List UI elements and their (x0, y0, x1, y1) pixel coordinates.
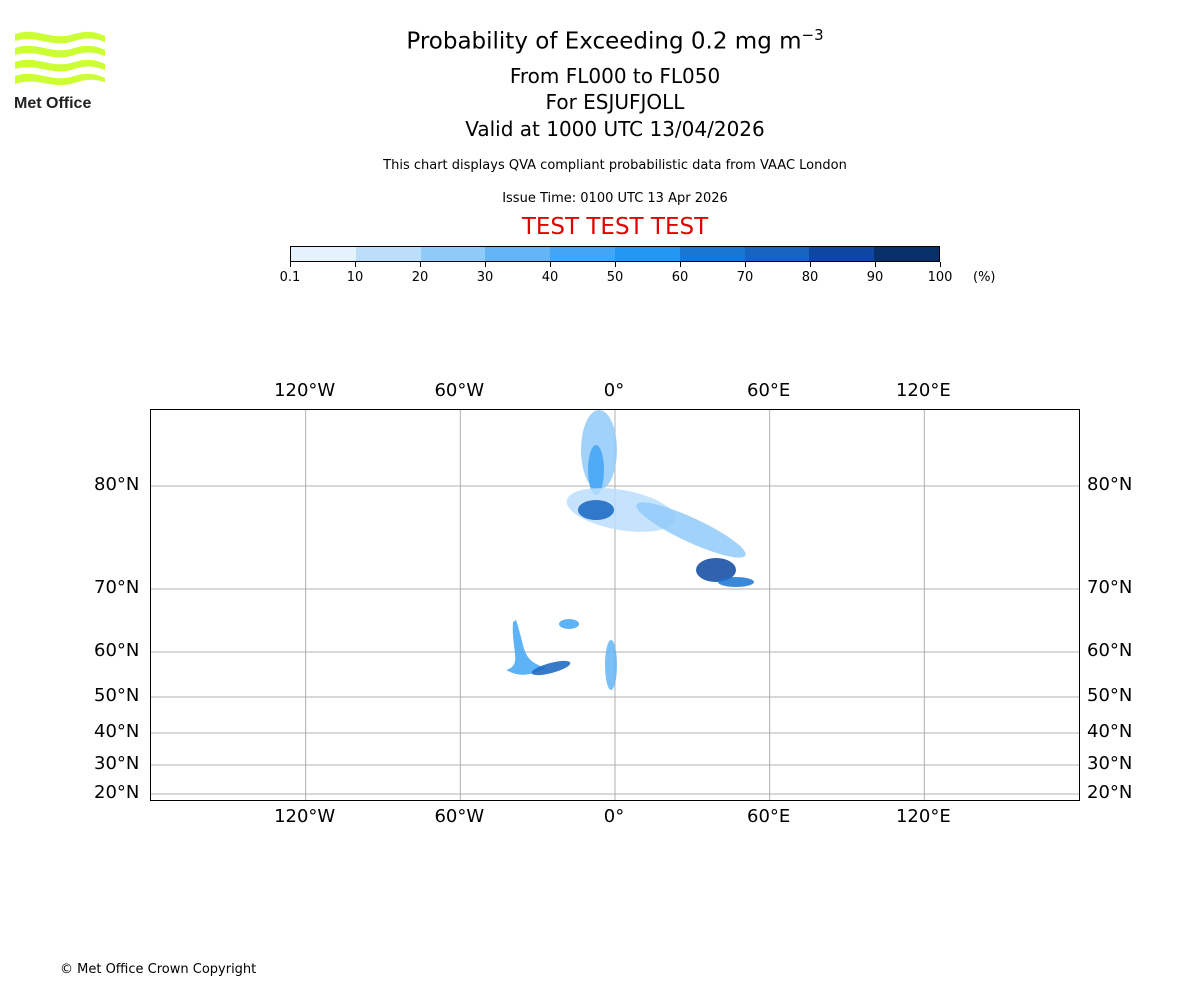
colorbar-segment (355, 247, 421, 261)
map-plot (150, 409, 1080, 801)
longitude-label: 60°W (434, 806, 485, 827)
longitude-label: 0° (603, 806, 625, 827)
colorbar-tick-label: 100 (927, 270, 953, 285)
chart-description: This chart displays QVA compliant probab… (383, 158, 847, 173)
colorbar-tick (355, 262, 356, 267)
colorbar-tick (680, 262, 681, 267)
colorbar-tick (745, 262, 746, 267)
copyright: © Met Office Crown Copyright (60, 962, 257, 977)
colorbar-tick-label: 80 (801, 270, 819, 285)
svg-text:Met Office: Met Office (14, 95, 91, 112)
colorbar-unit: (%) (973, 270, 996, 285)
issue-time: Issue Time: 0100 UTC 13 Apr 2026 (502, 191, 728, 206)
colorbar-segment (485, 247, 551, 261)
colorbar (290, 246, 940, 262)
latitude-label: 60°N (1087, 640, 1133, 661)
latitude-label: 40°N (1087, 721, 1133, 742)
longitude-label: 60°E (747, 380, 791, 401)
latitude-label: 40°N (94, 721, 140, 742)
colorbar-tick-label: 10 (346, 270, 364, 285)
longitude-label: 60°E (747, 806, 791, 827)
latitude-label: 30°N (94, 753, 140, 774)
latitude-label: 80°N (1087, 474, 1133, 495)
latitude-label: 20°N (1087, 782, 1133, 803)
longitude-label: 120°E (895, 806, 951, 827)
colorbar-segment (874, 247, 939, 261)
colorbar-tick-label: 0.1 (279, 270, 301, 285)
colorbar-tick-label: 60 (671, 270, 689, 285)
colorbar-segment (679, 247, 745, 261)
colorbar-segment (291, 247, 356, 261)
latitude-label: 60°N (94, 640, 140, 661)
latitude-label: 50°N (94, 685, 140, 706)
latitude-label: 70°N (94, 577, 140, 598)
level-range: From FL000 to FL050 (509, 64, 721, 88)
test-banner: TEST TEST TEST (521, 214, 709, 240)
chart-title: Probability of Exceeding 0.2 mg m−3 (406, 26, 824, 55)
longitude-label: 60°W (434, 380, 485, 401)
colorbar-tick (615, 262, 616, 267)
colorbar-segment (614, 247, 680, 261)
ash-plume (506, 410, 754, 690)
longitude-label: 120°E (895, 380, 951, 401)
colorbar-tick (290, 262, 291, 267)
longitude-label: 120°W (274, 806, 336, 827)
latitude-label: 70°N (1087, 577, 1133, 598)
colorbar-segment (744, 247, 810, 261)
colorbar-segment (809, 247, 875, 261)
colorbar-segment (420, 247, 486, 261)
colorbar-tick (810, 262, 811, 267)
colorbar-tick (550, 262, 551, 267)
colorbar-tick-label: 70 (736, 270, 754, 285)
colorbar-tick-label: 30 (476, 270, 494, 285)
latitude-label: 30°N (1087, 753, 1133, 774)
colorbar-tick-label: 50 (606, 270, 624, 285)
met-office-logo: Met Office (12, 28, 108, 116)
longitude-label: 120°W (274, 380, 336, 401)
colorbar-tick-label: 20 (411, 270, 429, 285)
colorbar-segment (550, 247, 615, 261)
colorbar-tick (485, 262, 486, 267)
colorbar-tick-label: 90 (866, 270, 884, 285)
latitude-label: 50°N (1087, 685, 1133, 706)
valid-time: Valid at 1000 UTC 13/04/2026 (465, 117, 765, 141)
volcano-name: For ESJUFJOLL (545, 90, 685, 114)
colorbar-tick (420, 262, 421, 267)
latitude-label: 80°N (94, 474, 140, 495)
colorbar-tick (940, 262, 941, 267)
colorbar-tick-label: 40 (541, 270, 559, 285)
latitude-label: 20°N (94, 782, 140, 803)
longitude-label: 0° (603, 380, 625, 401)
colorbar-tick (875, 262, 876, 267)
